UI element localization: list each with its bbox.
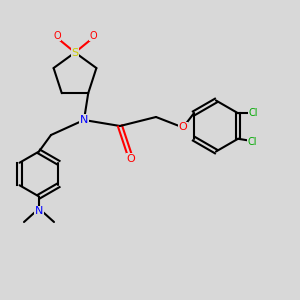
- Text: O: O: [89, 31, 97, 41]
- Text: Cl: Cl: [248, 137, 257, 147]
- Text: N: N: [80, 115, 88, 125]
- Text: O: O: [53, 31, 61, 41]
- Text: N: N: [35, 206, 43, 217]
- Text: O: O: [126, 154, 135, 164]
- Text: O: O: [178, 122, 188, 133]
- Text: S: S: [71, 47, 79, 58]
- Text: Cl: Cl: [249, 108, 258, 118]
